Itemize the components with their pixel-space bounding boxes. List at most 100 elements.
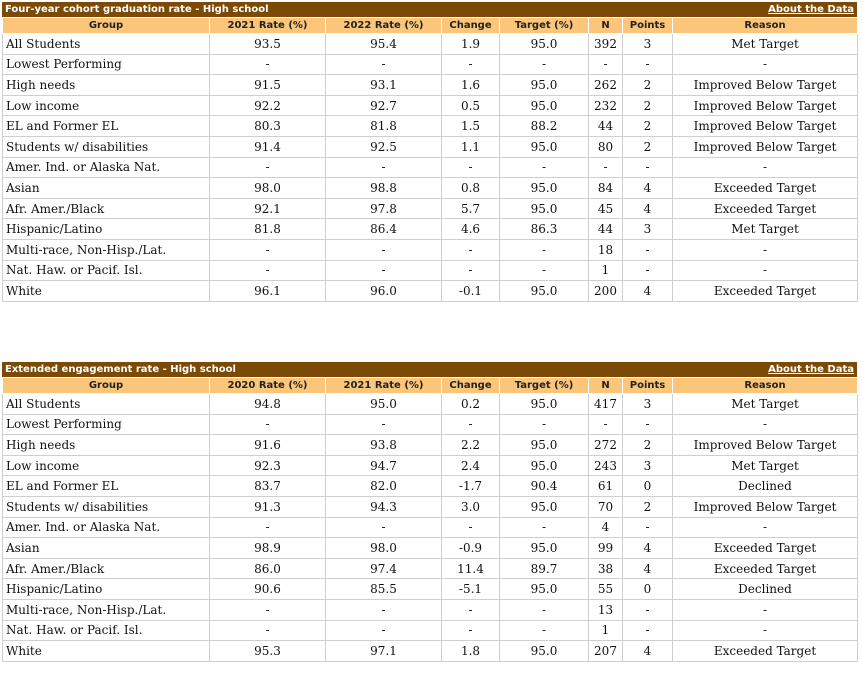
cell-n: 207 bbox=[588, 640, 623, 662]
table-row: High needs 91.5 93.1 1.6 95.0 262 2 Improved Be… bbox=[2, 74, 858, 96]
table-row: Afr. Amer./Black 86.0 97.4 11.4 89.7 38 4 Excee… bbox=[2, 557, 858, 580]
cell-reason: Declined bbox=[672, 475, 858, 497]
cell-prior-rate: - bbox=[209, 238, 326, 261]
cell-change: 2.2 bbox=[441, 434, 500, 456]
cell-change: - bbox=[441, 619, 500, 642]
cell-target: 95.0 bbox=[499, 454, 589, 477]
cell-prior-rate: 92.3 bbox=[209, 454, 326, 477]
cell-target: 95.0 bbox=[499, 197, 589, 220]
cell-change: - bbox=[441, 413, 500, 436]
cell-reason: Met Target bbox=[672, 218, 858, 240]
cell-target: - bbox=[499, 259, 589, 282]
cell-prior-rate: 91.6 bbox=[209, 434, 326, 456]
cell-target: - bbox=[499, 619, 589, 642]
cell-change: 0.5 bbox=[441, 94, 500, 117]
cell-points: 0 bbox=[622, 475, 673, 497]
cell-change: - bbox=[441, 598, 500, 621]
column-header-prior-rate: 2020 Rate (%) bbox=[209, 377, 326, 394]
cell-group: Afr. Amer./Black bbox=[2, 557, 210, 580]
cell-n: 84 bbox=[588, 177, 623, 199]
cell-group: Low income bbox=[2, 94, 210, 117]
table-row: Asian 98.0 98.8 0.8 95.0 84 4 Exceeded Target bbox=[2, 177, 858, 199]
cell-points: 2 bbox=[622, 434, 673, 456]
cell-change: 1.9 bbox=[441, 33, 500, 55]
column-header-change: Change bbox=[441, 17, 500, 34]
cell-reason: - bbox=[672, 259, 858, 282]
cell-prior-rate: 92.2 bbox=[209, 94, 326, 117]
cell-change: -1.7 bbox=[441, 475, 500, 497]
cell-group: EL and Former EL bbox=[2, 115, 210, 137]
about-the-data-link[interactable]: About the Data bbox=[768, 364, 854, 375]
cell-n: 70 bbox=[588, 495, 623, 518]
cell-prior-rate: 81.8 bbox=[209, 218, 326, 240]
cell-target: - bbox=[499, 598, 589, 621]
cell-points: - bbox=[622, 259, 673, 282]
cell-n: 392 bbox=[588, 33, 623, 55]
cell-points: 0 bbox=[622, 578, 673, 600]
cell-change: 1.6 bbox=[441, 74, 500, 96]
cell-prior-rate: - bbox=[209, 259, 326, 282]
cell-target: 86.3 bbox=[499, 218, 589, 240]
cell-reason: Declined bbox=[672, 578, 858, 600]
cell-points: 3 bbox=[622, 218, 673, 240]
cell-current-rate: 95.0 bbox=[325, 393, 442, 415]
cell-n: 80 bbox=[588, 135, 623, 158]
cell-target: 95.0 bbox=[499, 640, 589, 662]
table-row: All Students 93.5 95.4 1.9 95.0 392 3 Met Targe… bbox=[2, 33, 858, 55]
cell-target: - bbox=[499, 156, 589, 179]
cell-current-rate: - bbox=[325, 156, 442, 179]
cell-change: 4.6 bbox=[441, 218, 500, 240]
cell-target: 90.4 bbox=[499, 475, 589, 497]
cell-points: - bbox=[622, 619, 673, 642]
cell-current-rate: 95.4 bbox=[325, 33, 442, 55]
cell-n: - bbox=[588, 413, 623, 436]
cell-current-rate: 98.8 bbox=[325, 177, 442, 199]
cell-change: 11.4 bbox=[441, 557, 500, 580]
cell-n: 4 bbox=[588, 516, 623, 539]
cell-points: 2 bbox=[622, 495, 673, 518]
cell-change: - bbox=[441, 156, 500, 179]
cell-points: - bbox=[622, 516, 673, 539]
cell-prior-rate: 83.7 bbox=[209, 475, 326, 497]
cell-current-rate: 98.0 bbox=[325, 537, 442, 559]
section-title: Extended engagement rate - High school bbox=[5, 364, 236, 375]
cell-current-rate: - bbox=[325, 238, 442, 261]
cell-prior-rate: 92.1 bbox=[209, 197, 326, 220]
cell-change: - bbox=[441, 516, 500, 539]
cell-reason: Improved Below Target bbox=[672, 434, 858, 456]
cell-change: - bbox=[441, 259, 500, 282]
table-row: Amer. Ind. or Alaska Nat. - - - - - - - bbox=[2, 156, 858, 179]
cell-target: 95.0 bbox=[499, 280, 589, 302]
about-the-data-link[interactable]: About the Data bbox=[768, 4, 854, 15]
cell-group: Nat. Haw. or Pacif. Isl. bbox=[2, 259, 210, 282]
cell-target: - bbox=[499, 53, 589, 76]
cell-points: 2 bbox=[622, 94, 673, 117]
cell-target: 95.0 bbox=[499, 578, 589, 600]
cell-group: White bbox=[2, 280, 210, 302]
cell-points: - bbox=[622, 53, 673, 76]
cell-n: 1 bbox=[588, 259, 623, 282]
cell-prior-rate: 93.5 bbox=[209, 33, 326, 55]
table-row: Hispanic/Latino 90.6 85.5 -5.1 95.0 55 0 Declin… bbox=[2, 578, 858, 600]
cell-target: 95.0 bbox=[499, 177, 589, 199]
cell-reason: Exceeded Target bbox=[672, 177, 858, 199]
table-row: White 95.3 97.1 1.8 95.0 207 4 Exceeded Target bbox=[2, 640, 858, 662]
cell-current-rate: - bbox=[325, 259, 442, 282]
cell-current-rate: 85.5 bbox=[325, 578, 442, 600]
cell-target: 95.0 bbox=[499, 135, 589, 158]
cell-n: 61 bbox=[588, 475, 623, 497]
table-row: Lowest Performing - - - - - - - bbox=[2, 413, 858, 436]
cell-prior-rate: 86.0 bbox=[209, 557, 326, 580]
cell-points: 4 bbox=[622, 197, 673, 220]
cell-points: 3 bbox=[622, 33, 673, 55]
cell-reason: Met Target bbox=[672, 33, 858, 55]
cell-current-rate: 82.0 bbox=[325, 475, 442, 497]
cell-target: 95.0 bbox=[499, 393, 589, 415]
cell-reason: - bbox=[672, 238, 858, 261]
cell-target: - bbox=[499, 413, 589, 436]
table-row: Multi-race, Non-Hisp./Lat. - - - -18- - bbox=[2, 238, 858, 261]
cell-prior-rate: 98.0 bbox=[209, 177, 326, 199]
column-header-points: Points bbox=[622, 377, 673, 394]
cell-target: 95.0 bbox=[499, 434, 589, 456]
cell-target: 95.0 bbox=[499, 537, 589, 559]
